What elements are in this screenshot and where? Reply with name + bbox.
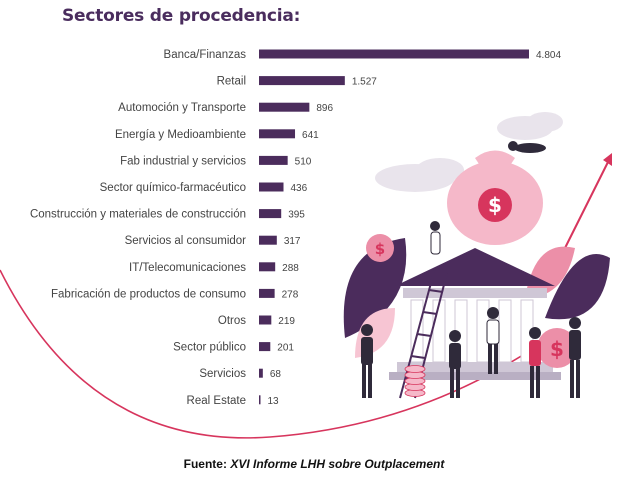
value-label: 68: [270, 369, 282, 380]
source-note: Fuente: XVI Informe LHH sobre Outplaceme…: [0, 457, 628, 471]
source-prefix: Fuente:: [183, 457, 227, 471]
bar: [259, 368, 263, 378]
value-label: 219: [278, 316, 295, 327]
svg-text:$: $: [488, 193, 502, 217]
value-label: 510: [295, 156, 312, 167]
category-label: Automoción y Transporte: [118, 102, 246, 114]
bar: [259, 235, 277, 245]
bar: [259, 49, 529, 59]
bar: [259, 155, 288, 165]
value-label: 201: [277, 343, 294, 354]
bar: [259, 129, 296, 139]
category-label: Sector químico-farmacéutico: [100, 182, 246, 194]
bar: [259, 209, 282, 219]
value-label: 641: [302, 130, 319, 141]
category-label: Retail: [217, 76, 246, 88]
category-label: Servicios al consumidor: [125, 235, 247, 247]
value-label: 288: [282, 263, 299, 274]
value-label: 395: [288, 210, 305, 221]
value-label: 278: [282, 289, 299, 300]
value-label: 13: [268, 396, 280, 407]
chart-title: Sectores de procedencia:: [62, 6, 301, 26]
bar: [259, 342, 271, 352]
bar: [259, 102, 310, 112]
svg-text:$: $: [550, 337, 564, 361]
value-label: 4.804: [536, 50, 561, 61]
bar: [259, 315, 272, 325]
finance-bank-illustration: $ $ $: [343, 112, 612, 399]
category-label: Servicios: [199, 368, 246, 380]
category-label: Sector público: [173, 342, 246, 354]
decorative-arc: [0, 269, 561, 439]
category-label: Banca/Finanzas: [164, 49, 247, 61]
svg-text:$: $: [375, 240, 385, 258]
bar: [259, 395, 261, 405]
value-label: 436: [291, 183, 308, 194]
category-label: Energía y Medioambiente: [115, 129, 246, 141]
category-label: Otros: [218, 315, 246, 327]
value-label: 896: [316, 103, 333, 114]
bar: [259, 76, 345, 86]
bar: [259, 262, 276, 272]
category-label: Fab industrial y servicios: [120, 155, 246, 167]
source-name: XVI Informe LHH sobre Outplacement: [230, 457, 445, 471]
value-label: 1.527: [352, 77, 377, 88]
category-label: IT/Telecomunicaciones: [129, 262, 246, 274]
category-label: Fabricación de productos de consumo: [51, 288, 246, 300]
category-label: Real Estate: [187, 395, 246, 407]
bar: [259, 182, 284, 192]
category-label: Construcción y materiales de construcció…: [30, 209, 246, 221]
bar: [259, 288, 275, 298]
value-label: 317: [284, 236, 301, 247]
